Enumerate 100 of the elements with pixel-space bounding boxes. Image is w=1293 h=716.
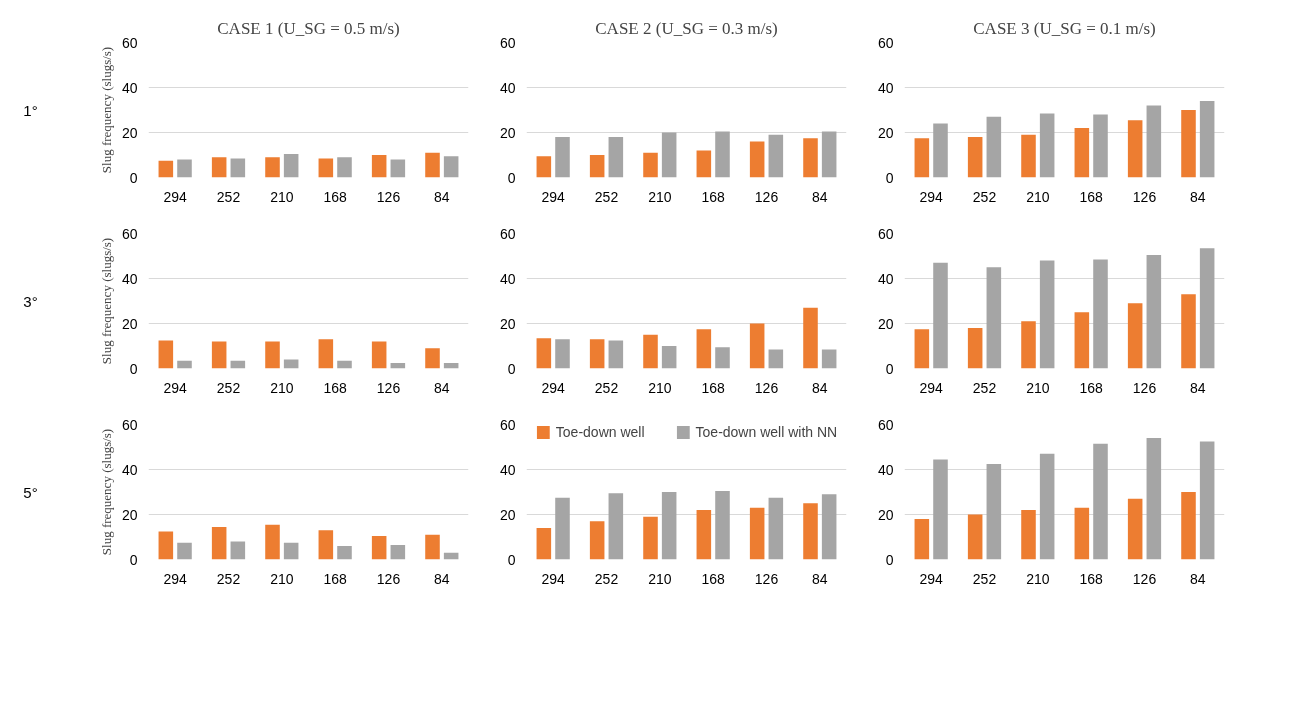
y-tick-label: 40 bbox=[121, 79, 138, 96]
chart-title: CASE 1 (U_SG = 0.5 m/s) bbox=[217, 18, 400, 38]
bar bbox=[821, 494, 837, 560]
bar bbox=[608, 340, 624, 369]
bar bbox=[265, 524, 280, 560]
bar bbox=[986, 463, 1002, 560]
y-tick-label: 20 bbox=[499, 315, 516, 332]
y-tick-label: 40 bbox=[877, 270, 894, 287]
x-tick-label: 168 bbox=[701, 188, 726, 205]
x-tick-label: 126 bbox=[376, 188, 401, 205]
y-axis-title: Slug frequency (slugs/s) bbox=[98, 237, 114, 365]
bar bbox=[1074, 312, 1090, 369]
bar bbox=[443, 156, 459, 178]
x-tick-label: 294 bbox=[541, 379, 566, 396]
x-tick-label: 126 bbox=[754, 570, 779, 587]
bar bbox=[914, 138, 930, 178]
bar bbox=[643, 334, 658, 369]
bar bbox=[177, 542, 192, 560]
x-tick-label: 210 bbox=[648, 188, 672, 205]
x-tick-label: 252 bbox=[594, 570, 619, 587]
bar bbox=[1199, 248, 1215, 369]
x-tick-label: 294 bbox=[163, 379, 188, 396]
x-tick-label: 294 bbox=[919, 188, 944, 205]
x-tick-label: 168 bbox=[323, 188, 348, 205]
bar bbox=[768, 134, 784, 178]
legend-label: Toe-down well bbox=[555, 424, 645, 440]
bar bbox=[211, 341, 227, 369]
x-tick-label: 252 bbox=[594, 188, 619, 205]
bar bbox=[1021, 134, 1036, 178]
y-tick-label: 20 bbox=[121, 124, 138, 141]
bar bbox=[1093, 443, 1108, 560]
bar bbox=[1181, 110, 1196, 178]
bar bbox=[1127, 120, 1143, 178]
y-tick-label: 20 bbox=[121, 506, 138, 523]
bar bbox=[589, 339, 605, 369]
x-tick-label: 252 bbox=[216, 188, 241, 205]
x-tick-label: 126 bbox=[754, 188, 779, 205]
bar bbox=[643, 516, 658, 560]
bar bbox=[589, 155, 605, 178]
chart-title: CASE 3 (U_SG = 0.1 m/s) bbox=[973, 18, 1156, 38]
bar bbox=[1074, 507, 1090, 560]
bar bbox=[1127, 498, 1143, 560]
bar bbox=[933, 459, 948, 560]
bar bbox=[749, 323, 765, 369]
x-tick-label: 126 bbox=[1132, 570, 1157, 587]
bar bbox=[1127, 303, 1143, 369]
bar bbox=[555, 137, 570, 178]
y-tick-label: 20 bbox=[121, 315, 138, 332]
x-tick-label: 168 bbox=[701, 570, 726, 587]
y-axis-title: Slug frequency (slugs/s) bbox=[98, 46, 114, 174]
y-tick-label: 40 bbox=[121, 461, 138, 478]
bar bbox=[425, 534, 440, 560]
x-tick-label: 252 bbox=[972, 188, 997, 205]
bar bbox=[158, 340, 174, 369]
text: 3° bbox=[23, 292, 38, 310]
x-tick-label: 294 bbox=[919, 570, 944, 587]
bar bbox=[1199, 101, 1215, 178]
x-tick-label: 84 bbox=[812, 188, 828, 205]
y-tick-label: 20 bbox=[499, 506, 516, 523]
bar bbox=[589, 521, 605, 560]
x-tick-label: 84 bbox=[1190, 570, 1206, 587]
text: 1° bbox=[23, 101, 38, 119]
y-tick-label: 40 bbox=[877, 79, 894, 96]
y-tick-label: 20 bbox=[499, 124, 516, 141]
bar bbox=[661, 492, 677, 560]
bar bbox=[1146, 438, 1162, 560]
bar bbox=[715, 490, 730, 560]
bar bbox=[337, 157, 352, 178]
bar bbox=[158, 160, 174, 178]
x-tick-label: 168 bbox=[1079, 188, 1104, 205]
y-tick-label: 40 bbox=[499, 79, 516, 96]
x-tick-label: 210 bbox=[270, 379, 294, 396]
bar bbox=[230, 158, 246, 178]
x-tick-label: 84 bbox=[1190, 188, 1206, 205]
bar bbox=[1146, 105, 1162, 178]
x-tick-label: 126 bbox=[754, 379, 779, 396]
bar bbox=[696, 510, 712, 560]
y-tick-label: 0 bbox=[885, 169, 894, 186]
x-tick-label: 294 bbox=[919, 379, 944, 396]
y-tick-label: 40 bbox=[877, 461, 894, 478]
chart-title: CASE 2 (U_SG = 0.3 m/s) bbox=[595, 18, 778, 38]
x-tick-label: 84 bbox=[434, 570, 450, 587]
bar bbox=[608, 493, 624, 560]
bar bbox=[608, 137, 624, 178]
bar bbox=[371, 155, 387, 178]
bar bbox=[283, 542, 299, 560]
y-tick-label: 60 bbox=[877, 34, 894, 51]
x-tick-label: 210 bbox=[1026, 188, 1050, 205]
bar bbox=[177, 360, 192, 369]
bar bbox=[318, 339, 334, 369]
bar bbox=[371, 535, 387, 560]
y-tick-label: 0 bbox=[129, 169, 138, 186]
y-tick-label: 0 bbox=[129, 551, 138, 568]
legend-label: Toe-down well with NN bbox=[695, 424, 838, 440]
y-tick-label: 60 bbox=[121, 34, 138, 51]
y-tick-label: 60 bbox=[877, 416, 894, 433]
x-tick-label: 168 bbox=[1079, 570, 1104, 587]
x-tick-label: 252 bbox=[216, 570, 241, 587]
bar bbox=[967, 328, 983, 369]
y-tick-label: 0 bbox=[507, 360, 516, 377]
